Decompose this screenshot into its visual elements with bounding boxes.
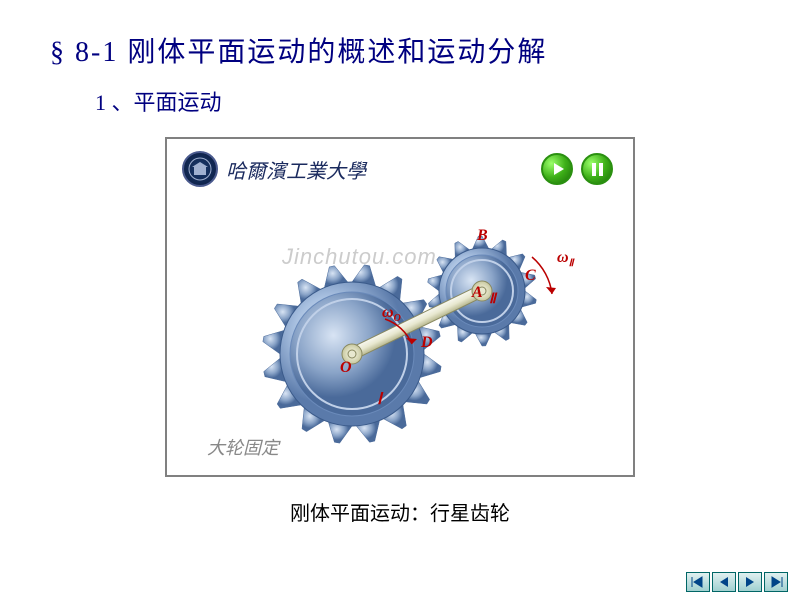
section-subtitle: 1 、平面运动 xyxy=(0,85,800,137)
label-A: A xyxy=(472,284,483,302)
label-D: D xyxy=(421,334,433,352)
omega-symbol-2: ω xyxy=(557,249,569,266)
label-omega-O: ωO xyxy=(382,304,401,324)
first-icon xyxy=(690,576,706,588)
prev-icon xyxy=(716,576,732,588)
fixed-wheel-caption: 大轮固定 xyxy=(207,434,279,460)
omega-O-sub: O xyxy=(394,313,401,324)
label-II: Ⅱ xyxy=(489,291,496,308)
logo-row: 哈爾濱工業大學 xyxy=(182,151,366,187)
nav-next-button[interactable] xyxy=(738,572,762,592)
figure-caption: 刚体平面运动：行星齿轮 xyxy=(0,477,800,526)
last-icon xyxy=(768,576,784,588)
nav-prev-button[interactable] xyxy=(712,572,736,592)
pause-button[interactable] xyxy=(581,153,613,185)
nav-last-button[interactable] xyxy=(764,572,788,592)
label-omega-II: ωⅡ xyxy=(557,249,574,269)
omega-II-sub: Ⅱ xyxy=(569,258,574,269)
label-I: Ⅰ xyxy=(377,389,382,409)
nav-first-button[interactable] xyxy=(686,572,710,592)
figure-container: 哈爾濱工業大學 Jinchutou.com xyxy=(165,137,635,477)
label-C: C xyxy=(525,267,536,285)
label-B: B xyxy=(477,227,488,245)
media-controls xyxy=(541,153,613,185)
label-O: O xyxy=(340,359,352,377)
pause-icon xyxy=(592,163,603,176)
university-name: 哈爾濱工業大學 xyxy=(226,155,366,184)
gear-diagram: O Ⅰ ωO D A Ⅱ B C ωⅡ xyxy=(167,219,633,459)
next-icon xyxy=(742,576,758,588)
play-button[interactable] xyxy=(541,153,573,185)
omega-symbol: ω xyxy=(382,304,394,321)
nav-button-bar xyxy=(686,572,788,592)
play-icon xyxy=(554,163,564,175)
university-logo xyxy=(182,151,218,187)
page-title: § 8-1 刚体平面运动的概述和运动分解 xyxy=(0,0,800,85)
